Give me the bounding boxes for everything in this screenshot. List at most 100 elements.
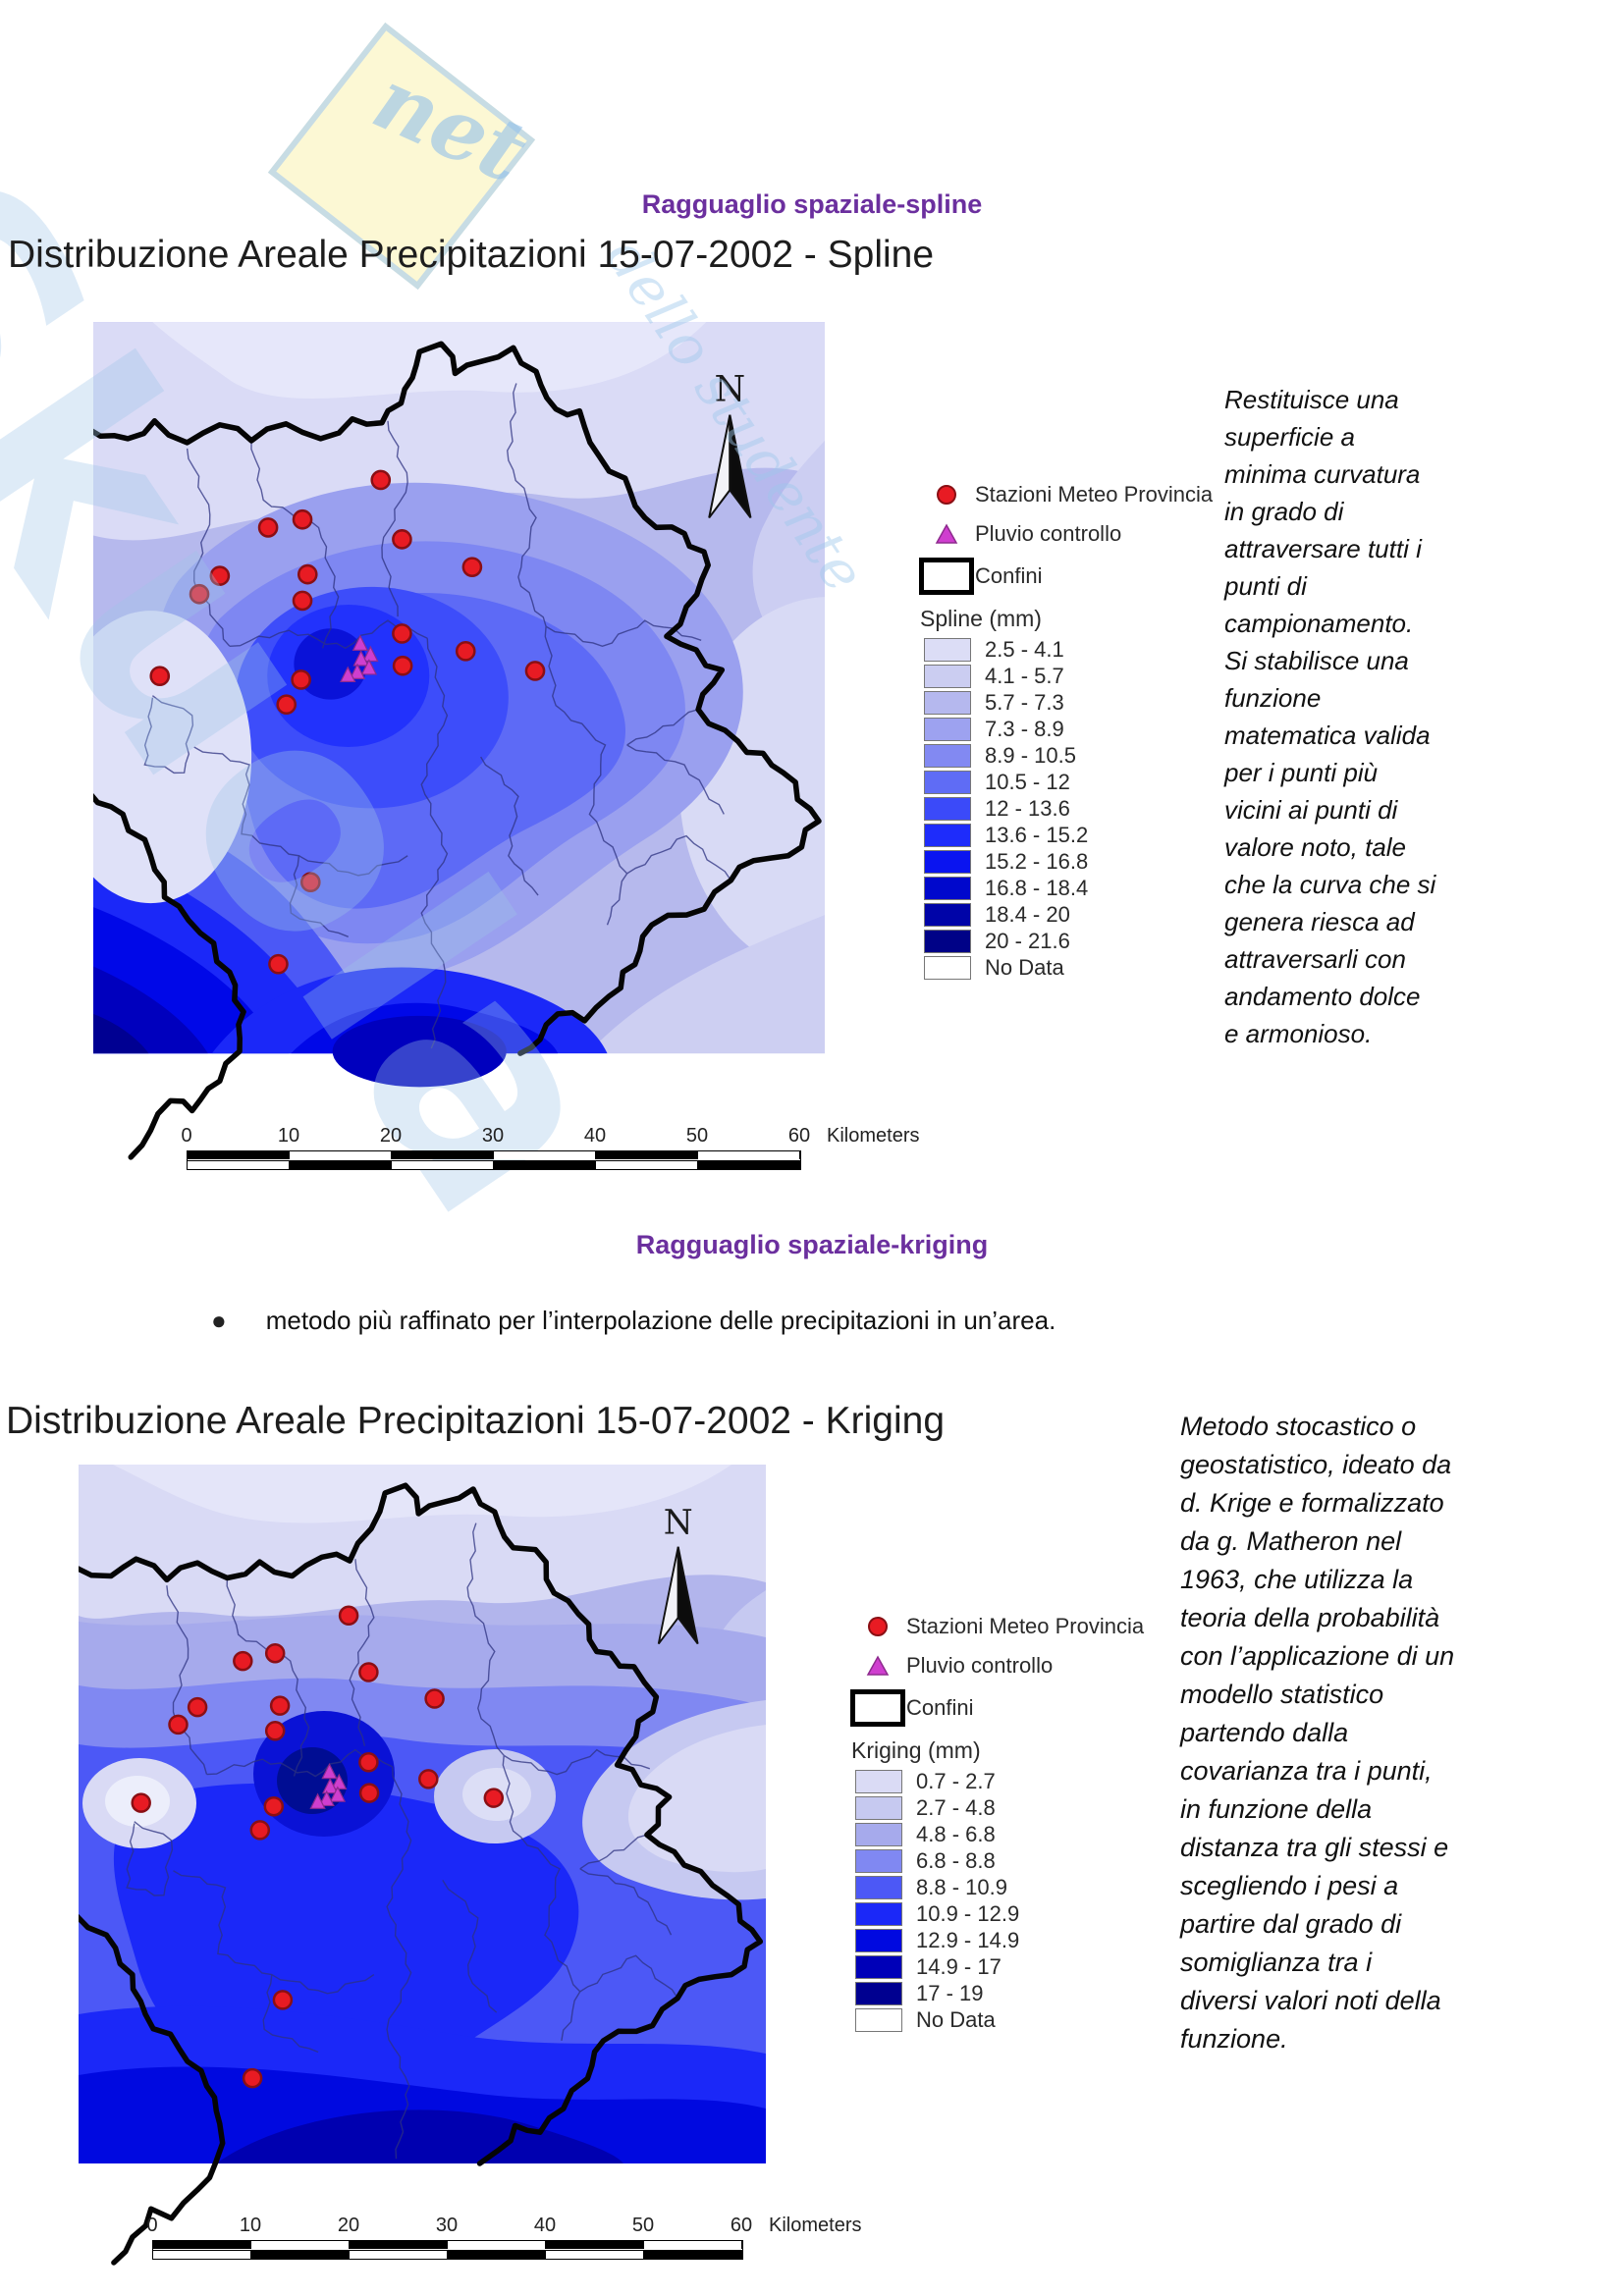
- legend-swatch: [924, 690, 971, 715]
- north-arrow-icon: N: [708, 368, 752, 519]
- station-dot-icon: [483, 1788, 505, 1808]
- station-dot-icon: [131, 1792, 151, 1813]
- station-dot-icon: [418, 1769, 439, 1789]
- legend-class-label: 4.1 - 5.7: [985, 663, 1064, 688]
- station-dot-icon: [338, 1605, 359, 1627]
- legend-swatch: [924, 717, 971, 741]
- pluvio-triangle-icon: [340, 666, 356, 682]
- station-dot-icon: [168, 1714, 189, 1735]
- svg-text:N: N: [664, 1504, 693, 1543]
- station-dot-icon: [149, 666, 171, 687]
- legend-swatch: [924, 929, 971, 953]
- legend-swatch: [924, 637, 971, 662]
- spline-scalebar: 0 10 20 30 40 50 60 Kilometers: [181, 1125, 952, 1170]
- scalebar-tick: 20: [337, 2215, 360, 2236]
- legend-swatch: [924, 743, 971, 768]
- pluvio-triangle-icon: [352, 634, 369, 651]
- scalebar-unit: Kilometers: [827, 1125, 920, 1147]
- legend-station-row: Stazioni Meteo Provincia: [918, 474, 1213, 515]
- legend-class-row: 12 - 13.6: [924, 795, 1213, 822]
- station-dot-icon: [918, 483, 975, 507]
- legend-class-label: 17 - 19: [916, 1980, 984, 2005]
- legend-class-label: 8.8 - 10.9: [916, 1874, 1007, 1899]
- legend-swatch: [855, 1875, 902, 1899]
- kriging-map: N: [79, 1465, 766, 2266]
- spline-map-fill: [93, 322, 825, 1088]
- legend-swatch: [855, 1822, 902, 1846]
- spline-legend: Stazioni Meteo Provincia Pluvio controll…: [918, 474, 1213, 981]
- station-dot-icon: [424, 1688, 445, 1709]
- description-line: minima curvatura: [1224, 459, 1421, 489]
- legend-class-label: 6.8 - 8.8: [916, 1847, 996, 1873]
- pluvio-triangle-icon: [349, 663, 366, 679]
- pluvio-triangle-icon: [318, 1789, 335, 1807]
- legend-class-row: 18.4 - 20: [924, 901, 1213, 928]
- legend-class-row: 10.5 - 12: [924, 769, 1213, 795]
- station-dot-icon: [524, 661, 546, 681]
- legend-swatch: [855, 1954, 902, 1979]
- description-line: somiglianza tra i: [1180, 1948, 1373, 1977]
- description-line: 1963, che utilizza la: [1180, 1565, 1414, 1594]
- pluvio-triangle-icon: [321, 1762, 338, 1780]
- legend-class-row: 7.3 - 8.9: [924, 716, 1213, 742]
- legend-class-row: 6.8 - 8.8: [855, 1847, 1173, 1874]
- description-line: funzione.: [1180, 2024, 1288, 2054]
- description-line: Metodo stocastico o: [1180, 1412, 1417, 1441]
- legend-class-row: 16.8 - 18.4: [924, 875, 1213, 901]
- legend-class-row: No Data: [855, 2006, 1173, 2033]
- legend-swatch: [855, 1769, 902, 1793]
- station-dot-icon: [455, 641, 476, 662]
- station-dot-icon: [358, 1662, 379, 1682]
- scalebar-tick: 30: [435, 2215, 459, 2236]
- pluvio-triangle-icon: [322, 1777, 339, 1794]
- station-dot-icon: [358, 1783, 380, 1803]
- kriging-description: Metodo stocastico o geostatistico, ideato…: [1180, 1408, 1504, 2058]
- station-dot-icon: [849, 1615, 906, 1638]
- section-title-kriging: Ragguaglio spaziale-kriging: [635, 1230, 989, 1259]
- section-title-spline: Ragguaglio spaziale-spline: [641, 189, 983, 219]
- legend-swatch: [924, 664, 971, 688]
- legend-confini-row: Confini: [918, 553, 1213, 600]
- map-title-kriging: Distribuzione Areale Precipitazioni 15-0…: [6, 1400, 946, 1442]
- legend-swatch: [855, 1795, 902, 1820]
- station-dot-icon: [272, 1990, 294, 2010]
- legend-class-label: 5.7 - 7.3: [985, 689, 1064, 715]
- description-line: in funzione della: [1180, 1794, 1373, 1824]
- station-dot-icon: [242, 2067, 263, 2089]
- description-line: che la curva che si: [1224, 870, 1436, 899]
- pluvio-triangle-icon: [309, 1792, 326, 1809]
- description-line: Restituisce una: [1224, 385, 1399, 414]
- station-dot-icon: [257, 517, 279, 538]
- description-line: covarianza tra i punti,: [1180, 1756, 1433, 1786]
- station-dot-icon: [268, 953, 289, 975]
- station-dot-icon: [276, 694, 298, 716]
- legend-class-label: 10.9 - 12.9: [916, 1900, 1020, 1926]
- legend-class-row: 5.7 - 7.3: [924, 689, 1213, 716]
- pluvio-triangle-icon: [362, 645, 379, 663]
- legend-station-row: Stazioni Meteo Provincia: [849, 1606, 1173, 1647]
- legend-class-row: 0.7 - 2.7: [855, 1768, 1173, 1794]
- description-line: campionamento.: [1224, 609, 1414, 638]
- legend-swatch: [855, 2007, 902, 2032]
- description-line: con l’applicazione di un: [1180, 1641, 1455, 1671]
- legend-class-label: 4.8 - 6.8: [916, 1821, 996, 1846]
- legend-class-label: 15.2 - 16.8: [985, 848, 1089, 874]
- legend-class-label: 14.9 - 17: [916, 1953, 1001, 1979]
- description-line: geostatistico, ideato da: [1180, 1450, 1452, 1479]
- legend-swatch: [855, 1928, 902, 1952]
- scalebar-bar: [152, 2240, 743, 2260]
- legend-class-label: 10.5 - 12: [985, 769, 1070, 794]
- legend-class-row: 2.5 - 4.1: [924, 636, 1213, 663]
- legend-class-label: 12 - 13.6: [985, 795, 1070, 821]
- legend-class-list: 2.5 - 4.1 4.1 - 5.7 5.7 - 7.3 7.3 - 8.9 8.9 …: [918, 636, 1213, 981]
- legend-swatch: [924, 796, 971, 821]
- legend-swatch: [924, 823, 971, 847]
- station-dot-icon: [189, 583, 210, 605]
- pluvio-triangle-icon: [918, 523, 975, 545]
- description-line: diversi valori noti della: [1180, 1986, 1441, 2015]
- description-line: genera riesca ad: [1224, 907, 1415, 936]
- scalebar-tick: 50: [631, 2215, 655, 2236]
- kriging-bullet: ● metodo più raffinato per l’interpolazi…: [211, 1306, 1056, 1335]
- scalebar-tick: 40: [533, 2215, 557, 2236]
